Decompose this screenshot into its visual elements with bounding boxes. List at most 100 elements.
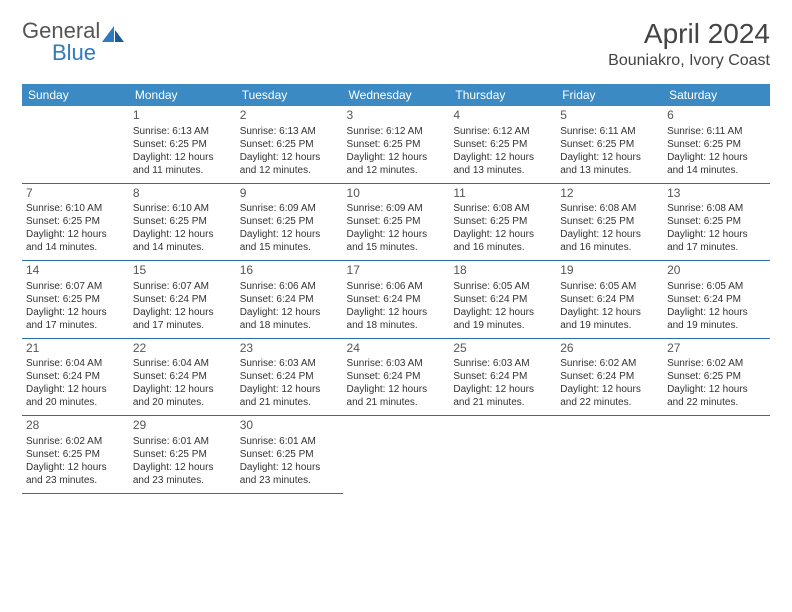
sunrise-text: Sunrise: 6:08 AM — [453, 202, 552, 215]
sunset-text: Sunset: 6:25 PM — [667, 370, 766, 383]
day-cell-22: 22Sunrise: 6:04 AMSunset: 6:24 PMDayligh… — [129, 338, 236, 416]
sunrise-text: Sunrise: 6:10 AM — [26, 202, 125, 215]
sunrise-text: Sunrise: 6:04 AM — [133, 357, 232, 370]
day-number: 13 — [667, 186, 766, 202]
day-number: 23 — [240, 341, 339, 357]
sunrise-text: Sunrise: 6:09 AM — [347, 202, 446, 215]
day-number: 3 — [347, 108, 446, 124]
day-cell-empty — [22, 106, 129, 183]
calendar-body: 1Sunrise: 6:13 AMSunset: 6:25 PMDaylight… — [22, 106, 770, 493]
dayhead-thu: Thursday — [449, 84, 556, 106]
day-cell-27: 27Sunrise: 6:02 AMSunset: 6:25 PMDayligh… — [663, 338, 770, 416]
calendar-row: 21Sunrise: 6:04 AMSunset: 6:24 PMDayligh… — [22, 338, 770, 416]
sunrise-text: Sunrise: 6:01 AM — [133, 435, 232, 448]
day-number: 6 — [667, 108, 766, 124]
daylight-text: Daylight: 12 hours and 19 minutes. — [667, 306, 766, 332]
sunrise-text: Sunrise: 6:05 AM — [667, 280, 766, 293]
daylight-text: Daylight: 12 hours and 15 minutes. — [347, 228, 446, 254]
sunset-text: Sunset: 6:25 PM — [560, 215, 659, 228]
sunset-text: Sunset: 6:24 PM — [240, 293, 339, 306]
sunrise-text: Sunrise: 6:03 AM — [453, 357, 552, 370]
sunrise-text: Sunrise: 6:02 AM — [667, 357, 766, 370]
day-number: 18 — [453, 263, 552, 279]
day-number: 2 — [240, 108, 339, 124]
calendar-header-row: Sunday Monday Tuesday Wednesday Thursday… — [22, 84, 770, 106]
day-number: 14 — [26, 263, 125, 279]
day-cell-29: 29Sunrise: 6:01 AMSunset: 6:25 PMDayligh… — [129, 416, 236, 494]
sail-icon — [100, 24, 126, 44]
day-number: 7 — [26, 186, 125, 202]
dayhead-fri: Friday — [556, 84, 663, 106]
sunrise-text: Sunrise: 6:06 AM — [347, 280, 446, 293]
sunset-text: Sunset: 6:24 PM — [240, 370, 339, 383]
sunrise-text: Sunrise: 6:02 AM — [26, 435, 125, 448]
sunset-text: Sunset: 6:24 PM — [560, 370, 659, 383]
sunrise-text: Sunrise: 6:03 AM — [347, 357, 446, 370]
day-cell-30: 30Sunrise: 6:01 AMSunset: 6:25 PMDayligh… — [236, 416, 343, 494]
day-cell-7: 7Sunrise: 6:10 AMSunset: 6:25 PMDaylight… — [22, 183, 129, 261]
day-cell-19: 19Sunrise: 6:05 AMSunset: 6:24 PMDayligh… — [556, 261, 663, 339]
daylight-text: Daylight: 12 hours and 21 minutes. — [347, 383, 446, 409]
sunrise-text: Sunrise: 6:11 AM — [560, 125, 659, 138]
day-number: 29 — [133, 418, 232, 434]
calendar-row: 1Sunrise: 6:13 AMSunset: 6:25 PMDaylight… — [22, 106, 770, 183]
daylight-text: Daylight: 12 hours and 23 minutes. — [26, 461, 125, 487]
sunset-text: Sunset: 6:25 PM — [667, 215, 766, 228]
day-cell-9: 9Sunrise: 6:09 AMSunset: 6:25 PMDaylight… — [236, 183, 343, 261]
day-cell-empty — [556, 416, 663, 494]
daylight-text: Daylight: 12 hours and 15 minutes. — [240, 228, 339, 254]
day-number: 5 — [560, 108, 659, 124]
sunset-text: Sunset: 6:24 PM — [26, 370, 125, 383]
daylight-text: Daylight: 12 hours and 12 minutes. — [347, 151, 446, 177]
daylight-text: Daylight: 12 hours and 14 minutes. — [667, 151, 766, 177]
sunrise-text: Sunrise: 6:12 AM — [453, 125, 552, 138]
day-number: 9 — [240, 186, 339, 202]
daylight-text: Daylight: 12 hours and 14 minutes. — [133, 228, 232, 254]
day-cell-3: 3Sunrise: 6:12 AMSunset: 6:25 PMDaylight… — [343, 106, 450, 183]
sunset-text: Sunset: 6:25 PM — [26, 215, 125, 228]
sunset-text: Sunset: 6:25 PM — [560, 138, 659, 151]
daylight-text: Daylight: 12 hours and 12 minutes. — [240, 151, 339, 177]
day-number: 26 — [560, 341, 659, 357]
daylight-text: Daylight: 12 hours and 16 minutes. — [560, 228, 659, 254]
day-cell-2: 2Sunrise: 6:13 AMSunset: 6:25 PMDaylight… — [236, 106, 343, 183]
sunset-text: Sunset: 6:24 PM — [133, 370, 232, 383]
day-cell-4: 4Sunrise: 6:12 AMSunset: 6:25 PMDaylight… — [449, 106, 556, 183]
calendar-table: Sunday Monday Tuesday Wednesday Thursday… — [22, 84, 770, 494]
day-cell-20: 20Sunrise: 6:05 AMSunset: 6:24 PMDayligh… — [663, 261, 770, 339]
brand-logo: General Blue — [22, 18, 126, 66]
page-header: General Blue April 2024 Bouniakro, Ivory… — [22, 18, 770, 70]
daylight-text: Daylight: 12 hours and 20 minutes. — [26, 383, 125, 409]
day-cell-14: 14Sunrise: 6:07 AMSunset: 6:25 PMDayligh… — [22, 261, 129, 339]
day-cell-12: 12Sunrise: 6:08 AMSunset: 6:25 PMDayligh… — [556, 183, 663, 261]
sunset-text: Sunset: 6:24 PM — [453, 293, 552, 306]
sunrise-text: Sunrise: 6:13 AM — [240, 125, 339, 138]
dayhead-wed: Wednesday — [343, 84, 450, 106]
sunrise-text: Sunrise: 6:07 AM — [133, 280, 232, 293]
day-number: 30 — [240, 418, 339, 434]
daylight-text: Daylight: 12 hours and 14 minutes. — [26, 228, 125, 254]
sunset-text: Sunset: 6:24 PM — [667, 293, 766, 306]
sunrise-text: Sunrise: 6:08 AM — [560, 202, 659, 215]
daylight-text: Daylight: 12 hours and 17 minutes. — [667, 228, 766, 254]
day-cell-empty — [449, 416, 556, 494]
sunrise-text: Sunrise: 6:07 AM — [26, 280, 125, 293]
dayhead-sun: Sunday — [22, 84, 129, 106]
sunset-text: Sunset: 6:24 PM — [347, 370, 446, 383]
day-number: 10 — [347, 186, 446, 202]
sunset-text: Sunset: 6:25 PM — [26, 448, 125, 461]
sunrise-text: Sunrise: 6:05 AM — [453, 280, 552, 293]
calendar-row: 14Sunrise: 6:07 AMSunset: 6:25 PMDayligh… — [22, 261, 770, 339]
day-number: 15 — [133, 263, 232, 279]
sunset-text: Sunset: 6:25 PM — [26, 293, 125, 306]
day-number: 20 — [667, 263, 766, 279]
day-number: 22 — [133, 341, 232, 357]
sunset-text: Sunset: 6:24 PM — [347, 293, 446, 306]
sunrise-text: Sunrise: 6:01 AM — [240, 435, 339, 448]
daylight-text: Daylight: 12 hours and 22 minutes. — [560, 383, 659, 409]
sunset-text: Sunset: 6:25 PM — [133, 215, 232, 228]
logo-text: General Blue — [22, 18, 126, 66]
sunrise-text: Sunrise: 6:05 AM — [560, 280, 659, 293]
day-number: 12 — [560, 186, 659, 202]
sunset-text: Sunset: 6:25 PM — [133, 448, 232, 461]
